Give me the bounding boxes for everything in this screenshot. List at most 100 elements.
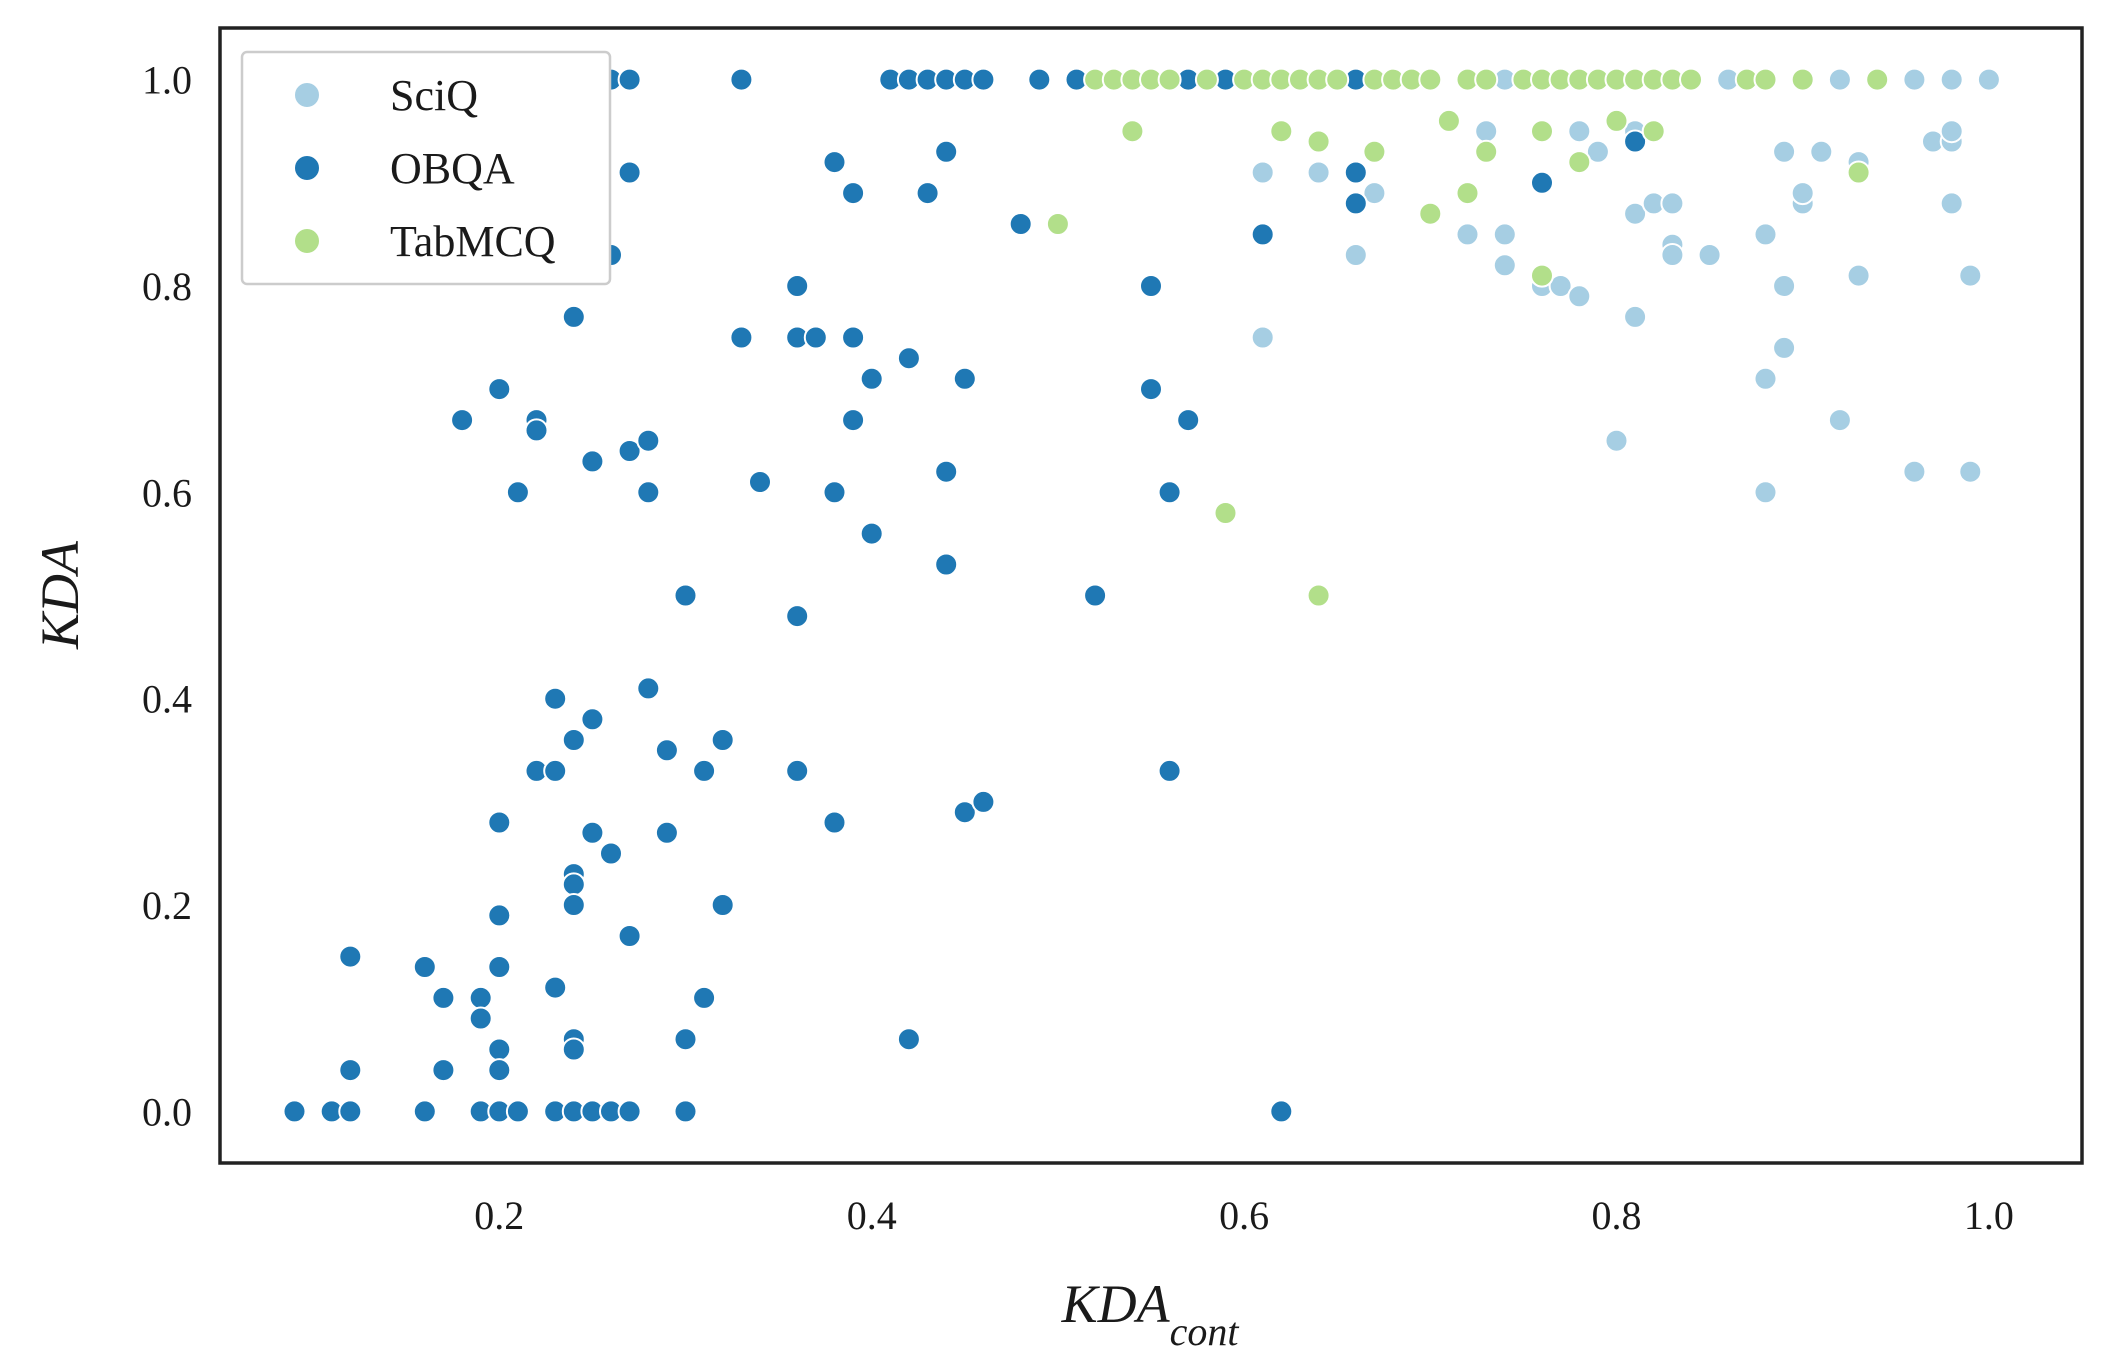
tabmcq-point xyxy=(1474,139,1499,164)
tabmcq-point xyxy=(1045,212,1070,236)
obqa-point xyxy=(617,924,642,948)
obqa-point xyxy=(1157,758,1182,783)
sciq-point xyxy=(1939,191,1964,216)
sciq-point xyxy=(1846,263,1871,288)
sciq-point xyxy=(1827,408,1852,433)
plot-frame xyxy=(218,26,2084,1165)
obqa-point xyxy=(971,67,996,92)
tabmcq-point xyxy=(1269,119,1294,144)
obqa-point xyxy=(636,428,661,453)
sciq-point xyxy=(1567,284,1592,309)
obqa-point xyxy=(338,944,363,969)
sciq-point xyxy=(1790,181,1815,206)
tabmcq-point xyxy=(1213,501,1238,525)
obqa-point xyxy=(561,304,586,329)
tabmcq-point xyxy=(1418,67,1443,92)
obqa-point xyxy=(654,820,679,845)
obqa-point xyxy=(636,480,661,505)
obqa-point xyxy=(617,1099,642,1124)
obqa-point xyxy=(636,676,661,701)
obqa-point xyxy=(505,480,530,505)
tabmcq-point xyxy=(1157,67,1182,92)
obqa-point xyxy=(487,903,512,928)
obqa-point xyxy=(841,325,866,350)
obqa-point xyxy=(580,820,605,845)
sciq-point xyxy=(1306,160,1331,185)
tabmcq-point xyxy=(1325,67,1350,92)
sciq-point xyxy=(1548,274,1573,298)
obqa-point xyxy=(1343,191,1368,216)
obqa-point xyxy=(450,408,475,433)
x-tick-label: 1.0 xyxy=(1964,1193,2014,1238)
obqa-point xyxy=(1250,222,1275,247)
obqa-point xyxy=(617,160,642,185)
sciq-point xyxy=(1697,243,1722,267)
obqa-point xyxy=(673,1099,698,1124)
tabmcq-point xyxy=(1846,160,1871,185)
sciq-point xyxy=(1902,459,1927,484)
obqa-point xyxy=(841,181,866,206)
obqa-point xyxy=(1008,212,1033,236)
sciq-point xyxy=(1958,459,1983,484)
obqa-point xyxy=(561,728,586,752)
obqa-point xyxy=(654,738,679,763)
obqa-point xyxy=(934,459,959,484)
obqa-point xyxy=(468,985,493,1010)
sciq-point xyxy=(1474,119,1499,144)
obqa-point xyxy=(692,985,717,1010)
legend-label-tabmcq: TabMCQ xyxy=(390,217,556,266)
obqa-point xyxy=(580,449,605,474)
obqa-point xyxy=(1027,67,1052,92)
tabmcq-point xyxy=(1306,583,1331,608)
legend-marker-obqa xyxy=(293,154,321,182)
legend-box xyxy=(240,50,612,286)
obqa-point xyxy=(822,150,847,175)
obqa-point xyxy=(1623,129,1648,154)
obqa-point xyxy=(487,955,512,979)
obqa-point xyxy=(599,841,623,866)
x-tick-label: 0.2 xyxy=(474,1193,524,1238)
obqa-point xyxy=(934,552,959,577)
sciq-point xyxy=(1604,428,1629,453)
obqa-point xyxy=(1269,1099,1294,1124)
legend-marker-sciq xyxy=(293,81,321,109)
sciq-point xyxy=(1660,191,1685,216)
x-axis-label: KDAcont xyxy=(1061,1274,1240,1354)
sciq-point xyxy=(1976,67,2001,92)
obqa-point xyxy=(915,181,940,206)
obqa-point xyxy=(896,1027,921,1052)
tabmcq-point xyxy=(1530,263,1554,288)
sciq-point xyxy=(1772,274,1797,298)
sciq-point xyxy=(1585,139,1610,164)
obqa-point xyxy=(1176,408,1201,433)
legend-label-obqa: OBQA xyxy=(390,144,515,193)
obqa-point xyxy=(952,800,977,825)
obqa-point xyxy=(803,325,828,350)
tabmcq-point xyxy=(1604,108,1629,133)
obqa-point xyxy=(673,583,698,608)
obqa-point xyxy=(1083,583,1108,608)
sciq-point xyxy=(1343,243,1368,267)
points-layer xyxy=(282,67,2001,1124)
obqa-point xyxy=(282,1099,307,1124)
tabmcq-point xyxy=(1418,201,1443,226)
sciq-point xyxy=(1362,181,1387,206)
obqa-point xyxy=(710,893,735,917)
x-axis-label-main: KDA xyxy=(1061,1274,1171,1334)
obqa-point xyxy=(859,521,884,546)
obqa-point xyxy=(952,366,977,391)
obqa-point xyxy=(431,985,456,1010)
obqa-point xyxy=(859,366,884,391)
sciq-point xyxy=(1939,119,1964,144)
obqa-point xyxy=(487,1058,512,1083)
sciq-point xyxy=(1250,325,1275,350)
obqa-point xyxy=(896,346,921,371)
obqa-point xyxy=(971,789,996,814)
obqa-point xyxy=(338,1099,363,1124)
tabmcq-point xyxy=(1306,129,1331,154)
sciq-point xyxy=(1772,139,1797,164)
tabmcq-point xyxy=(1641,119,1666,144)
obqa-point xyxy=(617,67,642,92)
sciq-point xyxy=(1939,67,1964,92)
obqa-point xyxy=(710,728,735,752)
